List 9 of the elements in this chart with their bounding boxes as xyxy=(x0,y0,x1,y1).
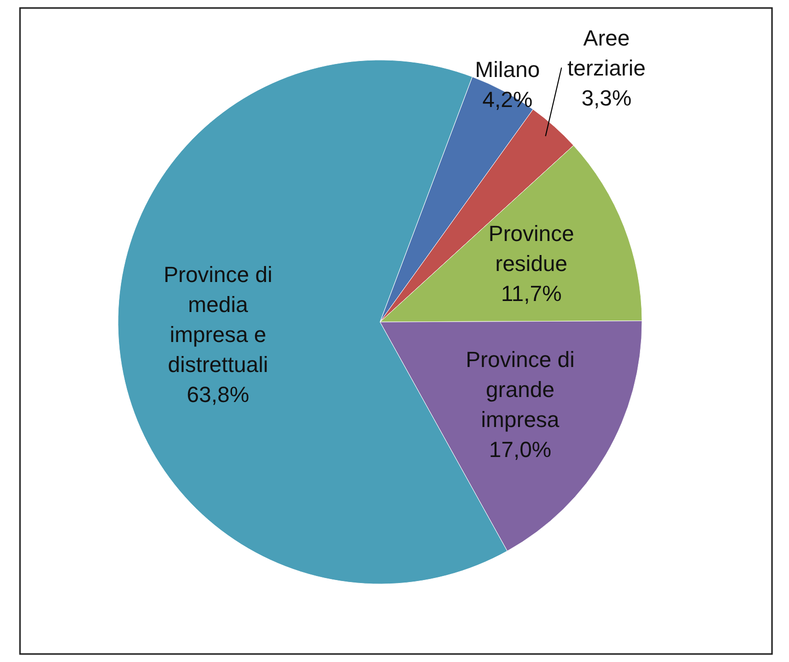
data-label: 63,8% xyxy=(186,382,250,407)
slice-label: Aree terziarie xyxy=(567,26,646,81)
slice-label: Province di media impresa e distrettuali xyxy=(164,262,272,377)
data-label: 17,0% xyxy=(488,437,552,462)
slice-label: Province di grande impresa xyxy=(466,347,575,432)
slice-label: Province residue xyxy=(488,220,574,276)
slice-label: Milano xyxy=(475,57,540,82)
data-label: 11,7% xyxy=(500,280,562,306)
data-label: 3,3% xyxy=(581,86,632,111)
